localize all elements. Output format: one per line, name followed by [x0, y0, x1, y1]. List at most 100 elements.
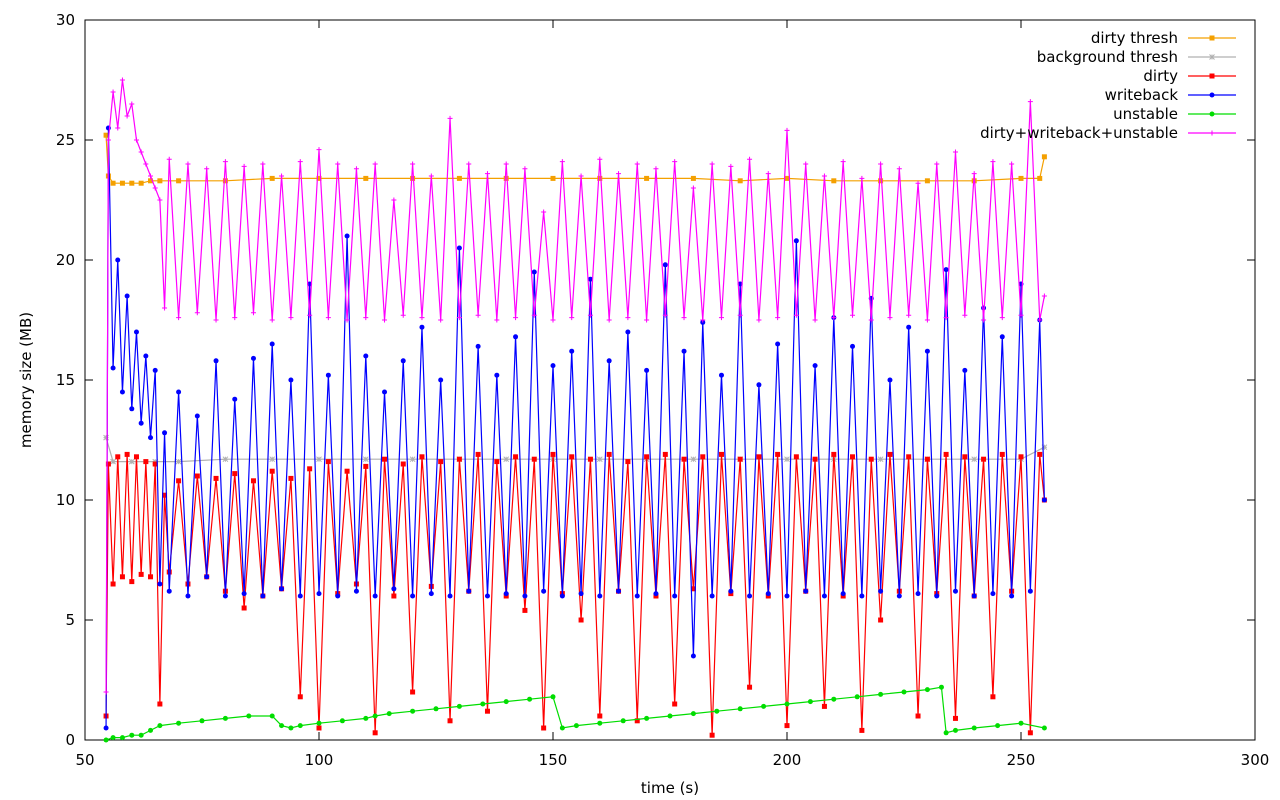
data-point [616, 171, 622, 177]
data-point [550, 317, 556, 323]
data-point [166, 156, 172, 162]
data-point [971, 593, 977, 599]
data-point [363, 463, 369, 469]
data-point [662, 312, 668, 318]
data-point [438, 459, 444, 465]
data-point [550, 451, 556, 457]
data-point [447, 593, 453, 599]
data-point [419, 324, 425, 330]
data-point [115, 454, 121, 460]
data-point [297, 694, 303, 700]
data-point [597, 593, 603, 599]
data-point [269, 456, 276, 463]
data-point [103, 434, 109, 441]
ticks-layer: 50 100 150 200 250 300 0 5 10 15 20 25 30 [56, 11, 1269, 769]
data-point [213, 317, 219, 323]
data-point [971, 171, 977, 177]
data-point [578, 617, 584, 623]
data-point [859, 727, 865, 733]
data-point [138, 149, 144, 155]
data-point [344, 233, 350, 239]
data-point [952, 727, 958, 733]
data-point [597, 156, 603, 162]
data-point [105, 137, 111, 143]
data-point [119, 735, 125, 741]
data-point [1037, 175, 1043, 181]
data-point [133, 329, 139, 335]
data-point [990, 591, 996, 597]
data-point [475, 312, 481, 318]
data-point [868, 456, 874, 462]
x-tick-label: 50 [75, 751, 94, 769]
data-point [1041, 293, 1047, 299]
data-point [475, 343, 481, 349]
data-point [138, 732, 144, 738]
data-point [728, 588, 734, 594]
data-point [222, 159, 228, 165]
data-point [176, 389, 182, 395]
data-point [409, 456, 416, 463]
data-point [662, 451, 668, 457]
data-point [850, 312, 856, 318]
data-point [587, 312, 593, 318]
data-point [681, 315, 687, 321]
data-point [419, 315, 425, 321]
data-point [353, 588, 359, 594]
data-point [105, 461, 111, 467]
data-point [821, 703, 827, 709]
y-tick-label: 25 [56, 131, 75, 149]
legend-label: background thresh [1037, 48, 1178, 66]
data-point [157, 581, 163, 587]
data-point [718, 315, 724, 321]
data-point [148, 435, 154, 441]
data-point [999, 334, 1005, 340]
data-point [391, 197, 397, 203]
data-point [269, 341, 275, 347]
legend-label: dirty [1143, 67, 1178, 85]
data-point [400, 461, 406, 467]
data-point [718, 372, 724, 378]
y-tick-label: 20 [56, 251, 75, 269]
data-point [335, 593, 341, 599]
data-point [625, 329, 631, 335]
legend-label: dirty thresh [1091, 29, 1178, 47]
data-point [260, 593, 266, 599]
data-point [400, 312, 406, 318]
data-point [382, 389, 388, 395]
data-point [288, 377, 294, 383]
data-point [831, 178, 837, 184]
data-point [428, 591, 434, 597]
data-point [718, 451, 724, 457]
data-point [793, 238, 799, 244]
data-point [103, 737, 109, 743]
data-point [152, 461, 158, 467]
data-point [325, 315, 331, 321]
data-point [943, 267, 949, 273]
data-point [410, 593, 416, 599]
data-point [578, 173, 584, 179]
data-point [756, 317, 762, 323]
data-point [103, 725, 109, 731]
legend-item-dirty-writeback-unstable: dirty+writeback+unstable [980, 124, 1236, 142]
data-point [672, 593, 678, 599]
data-point [438, 317, 444, 323]
data-point [232, 315, 238, 321]
data-point [213, 475, 219, 481]
data-point [232, 471, 238, 477]
data-point [690, 185, 696, 191]
data-point [840, 159, 846, 165]
data-point [901, 689, 907, 695]
data-point [737, 312, 743, 318]
data-point [924, 456, 930, 462]
data-point [391, 593, 397, 599]
data-point [1027, 588, 1033, 594]
data-point [924, 348, 930, 354]
data-point [887, 377, 893, 383]
data-point [297, 159, 303, 165]
data-point [653, 166, 659, 172]
data-point [784, 456, 790, 463]
data-point [690, 653, 696, 659]
data-point [559, 593, 565, 599]
data-point [128, 458, 135, 465]
data-point [222, 178, 228, 184]
